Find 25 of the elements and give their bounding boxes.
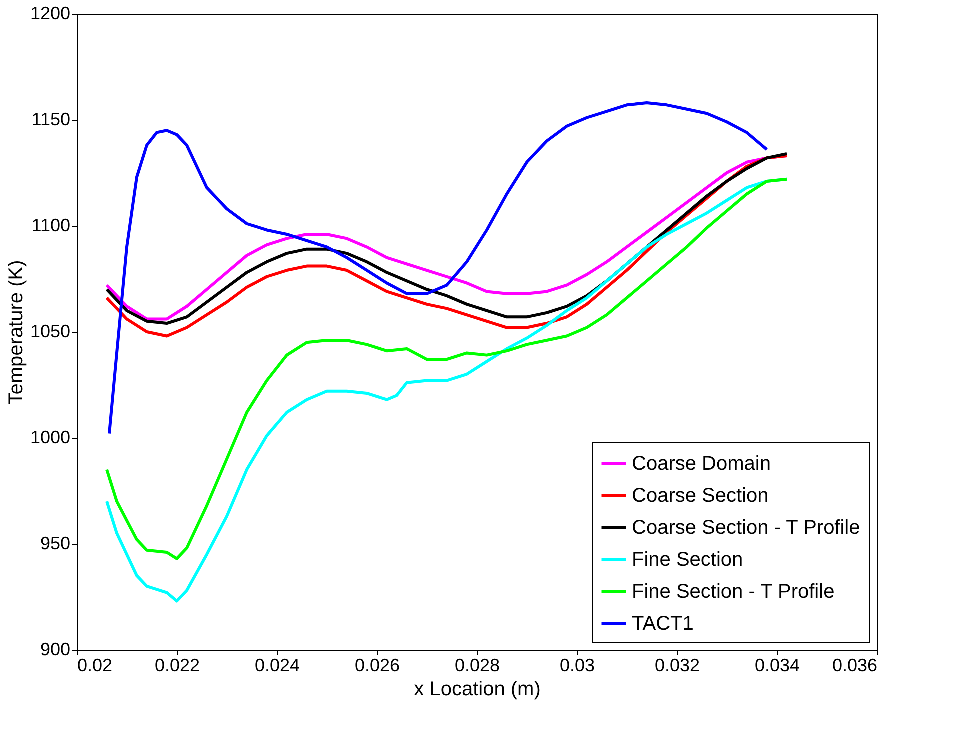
line-series <box>108 102 768 436</box>
legend-label: Coarse Section <box>632 485 769 507</box>
x-tick-label: 0.024 <box>254 656 300 676</box>
x-tick-label: 0.02 <box>78 656 113 676</box>
y-axis-title: Temperature (K) <box>5 260 28 405</box>
y-tick-label: 1050 <box>30 322 70 342</box>
x-axis-title: x Location (m) <box>414 678 541 700</box>
y-tick-label: 1000 <box>30 428 70 448</box>
legend-label: Coarse Domain <box>632 453 771 475</box>
x-tick-label: 0.022 <box>154 656 200 676</box>
legend-label: Fine Section <box>632 549 744 571</box>
legend-label: TACT1 <box>632 613 694 635</box>
y-tick-label: 950 <box>40 534 70 554</box>
y-tick-label: 1150 <box>32 110 70 130</box>
legend-label: Coarse Section - T Profile <box>632 517 860 539</box>
x-tick-label: 0.026 <box>354 656 400 676</box>
x-tick-label: 0.036 <box>832 656 878 676</box>
y-tick-label: 1200 <box>30 4 70 24</box>
x-tick-label: 0.034 <box>754 656 800 676</box>
legend-label: Fine Section - T Profile <box>632 581 835 603</box>
x-tick-label: 0.03 <box>560 656 596 676</box>
x-tick-label: 0.028 <box>454 656 500 676</box>
x-tick-label: 0.032 <box>654 656 700 676</box>
y-tick-label: 900 <box>40 640 70 660</box>
y-tick-label: 1100 <box>32 216 70 236</box>
